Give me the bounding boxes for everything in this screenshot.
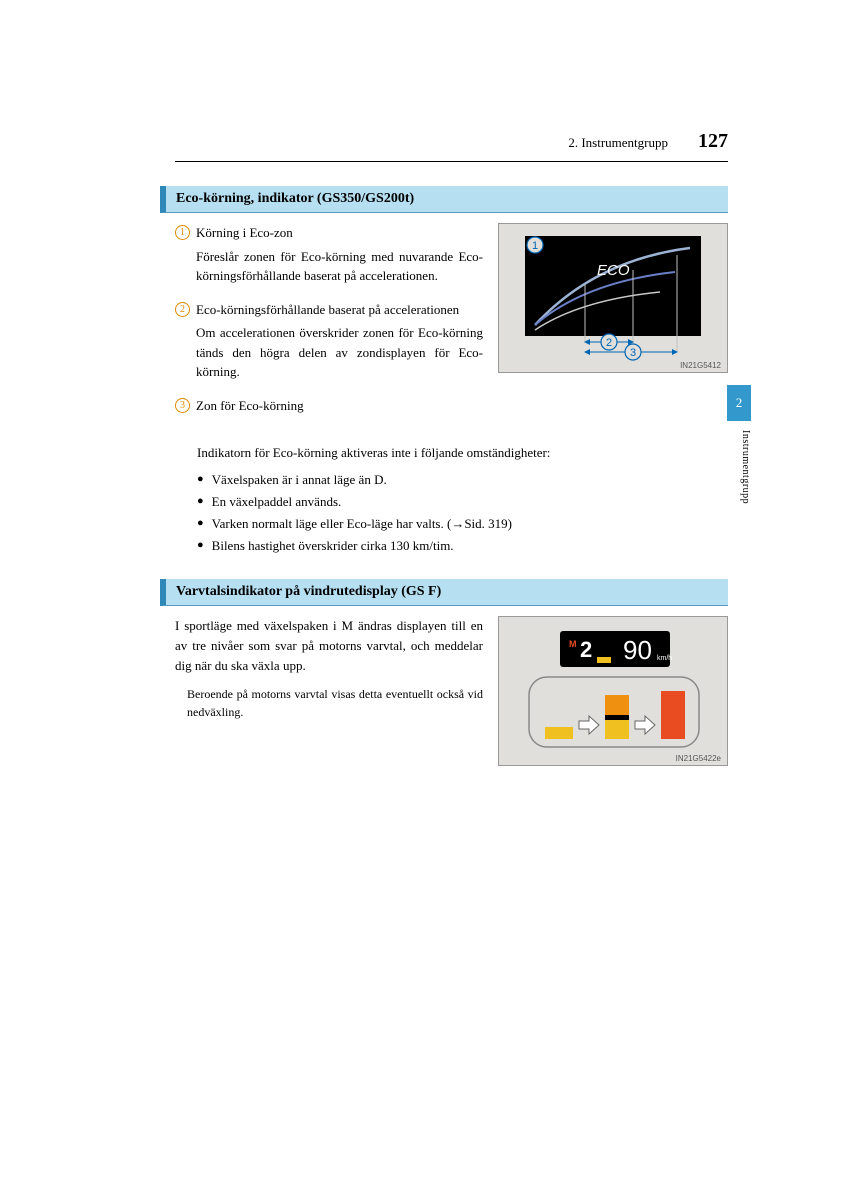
bullet-icon: ● <box>197 513 204 535</box>
svg-text:90: 90 <box>623 635 652 665</box>
item-number-icon: 2 <box>175 302 190 317</box>
chapter-tab-label: Instrumentgrupp <box>740 430 751 504</box>
item-title: Eco-körningsförhållande baserat på accel… <box>196 300 483 320</box>
svg-text:km/h: km/h <box>657 655 672 662</box>
section-heading-rpm: Varvtalsindikator på vindrutedisplay (GS… <box>160 579 728 606</box>
header-rule <box>175 161 728 162</box>
svg-text:M: M <box>569 639 577 649</box>
section-heading-eco: Eco-körning, indikator (GS350/GS200t) <box>160 186 728 213</box>
numbered-item: 2 Eco-körningsförhållande baserat på acc… <box>175 300 483 390</box>
item-desc: Föreslår zonen för Eco-körning med nuvar… <box>196 247 483 286</box>
eco-label: ECO <box>597 262 630 279</box>
bullet-icon: ● <box>197 491 204 513</box>
page-header: 2. Instrumentgrupp 127 <box>175 130 728 153</box>
numbered-item: 3 Zon för Eco-körning <box>175 396 483 420</box>
header-section-label: 2. Instrumentgrupp <box>568 135 668 151</box>
rpm-para-2: Beroende på motorns varvtal visas detta … <box>175 686 483 721</box>
numbered-item: 1 Körning i Eco-zon Föreslår zonen för E… <box>175 223 483 294</box>
figure-caption: IN21G5412 <box>680 361 721 370</box>
bullet-icon: ● <box>197 535 204 557</box>
bullet-text: Växelspaken är i annat läge än D. <box>212 469 387 491</box>
bullet-list: ● Växelspaken är i annat läge än D. ● En v… <box>175 469 728 557</box>
eco-figure: ECO 1 2 <box>498 223 728 373</box>
rpm-para-1: I sportläge med växelspaken i M ändras d… <box>175 616 483 676</box>
item-number-icon: 1 <box>175 225 190 240</box>
bullet-icon: ● <box>197 469 204 491</box>
bullet-text: Bilens hastighet överskrider cirka 130 k… <box>212 535 454 557</box>
item-title: Zon för Eco-körning <box>196 396 483 416</box>
chapter-tab: 2 <box>727 385 751 421</box>
svg-text:3: 3 <box>630 347 636 359</box>
chapter-tab-number: 2 <box>736 395 743 411</box>
svg-text:2: 2 <box>580 637 592 662</box>
svg-text:2: 2 <box>606 337 612 349</box>
item-desc: Om accelerationen överskrider zonen för … <box>196 323 483 382</box>
bullet-text: En växelpaddel används. <box>212 491 342 513</box>
sub-text: Indikatorn för Eco-körning aktiveras int… <box>175 443 728 463</box>
item-number-icon: 3 <box>175 398 190 413</box>
page-number: 127 <box>698 130 728 153</box>
rpm-figure: M 2 90 km/h <box>498 616 728 766</box>
rpm-diagram-svg: M 2 90 km/h <box>505 623 721 757</box>
figure-caption: IN21G5422e <box>676 754 721 763</box>
svg-text:1: 1 <box>532 240 538 252</box>
eco-diagram-svg: ECO 1 2 <box>505 230 721 364</box>
item-title: Körning i Eco-zon <box>196 223 483 243</box>
bullet-text: Varken normalt läge eller Eco-läge har v… <box>212 513 512 535</box>
